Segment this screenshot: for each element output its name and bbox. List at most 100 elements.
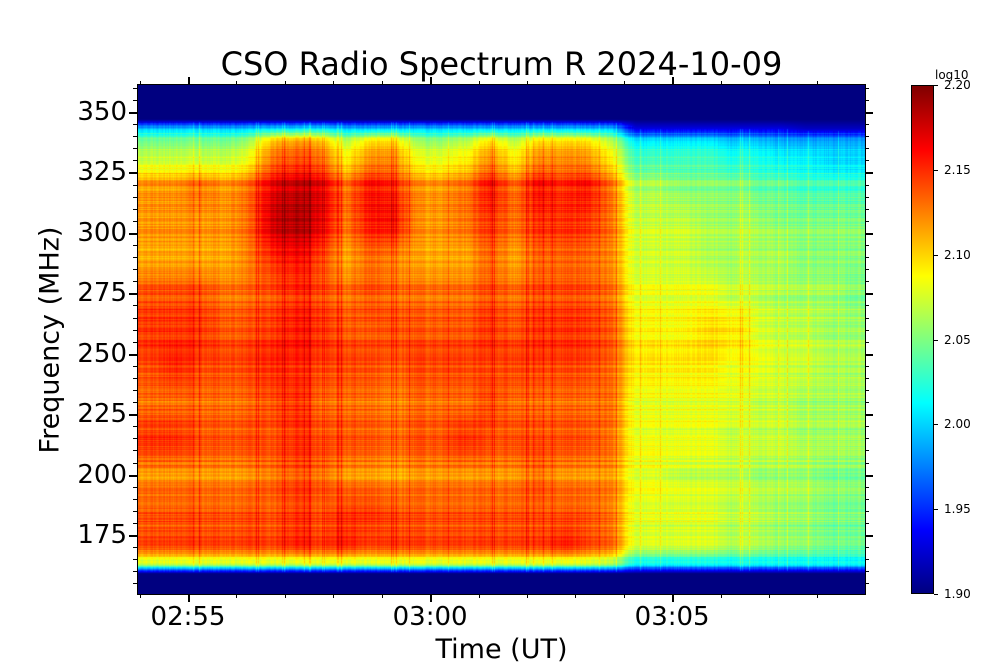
x-top-tick: [236, 81, 237, 85]
colorbar-tick-label: 2.00: [944, 417, 971, 432]
colorbar-tick-label: 1.95: [944, 502, 971, 517]
colorbar-tick-label: 2.10: [944, 247, 971, 262]
y-right-tick: [865, 571, 869, 572]
y-major-tick: [129, 414, 137, 416]
y-major-tick: [129, 535, 137, 537]
colorbar-tick: [934, 170, 938, 171]
y-right-tick: [865, 438, 869, 439]
y-right-tick: [865, 450, 869, 451]
colorbar-tick: [934, 255, 938, 256]
y-minor-tick: [133, 330, 137, 331]
colorbar-tick: [934, 424, 938, 425]
x-minor-tick: [527, 594, 528, 598]
y-minor-tick: [133, 463, 137, 464]
y-right-tick: [865, 330, 869, 331]
y-right-tick: [865, 583, 869, 584]
colorbar-tick: [934, 340, 938, 341]
y-minor-tick: [133, 559, 137, 560]
y-right-tick: [865, 160, 869, 161]
y-tick-label: 250: [77, 338, 127, 369]
y-minor-tick: [133, 378, 137, 379]
y-right-tick: [865, 100, 869, 101]
y-right-tick: [865, 414, 873, 416]
y-minor-tick: [133, 100, 137, 101]
y-minor-tick: [133, 209, 137, 210]
x-top-tick: [285, 81, 286, 85]
colorbar-tick: [934, 85, 938, 86]
x-minor-tick: [236, 594, 237, 598]
x-top-tick: [575, 81, 576, 85]
y-minor-tick: [133, 499, 137, 500]
colorbar-label: log10: [935, 68, 969, 82]
y-major-tick: [129, 112, 137, 114]
x-tick-label: 03:00: [392, 602, 468, 632]
y-right-tick: [865, 269, 869, 270]
y-right-tick: [865, 366, 869, 367]
x-minor-tick: [575, 594, 576, 598]
x-top-tick: [527, 81, 528, 85]
y-major-tick: [129, 233, 137, 235]
y-tick-label: 350: [77, 97, 127, 128]
y-minor-tick: [133, 305, 137, 306]
y-tick-label: 200: [77, 459, 127, 490]
x-minor-tick: [285, 594, 286, 598]
y-minor-tick: [133, 257, 137, 258]
x-major-tick: [430, 594, 432, 602]
y-right-tick: [865, 559, 869, 560]
y-right-tick: [865, 185, 869, 186]
colorbar-tick-label: 2.20: [944, 78, 971, 92]
y-right-tick: [865, 354, 873, 356]
y-right-tick: [865, 305, 869, 306]
x-top-tick: [479, 81, 480, 85]
y-minor-tick: [133, 438, 137, 439]
y-minor-tick: [133, 366, 137, 367]
y-minor-tick: [133, 547, 137, 548]
y-minor-tick: [133, 583, 137, 584]
x-minor-tick: [479, 594, 480, 598]
x-top-tick: [624, 81, 625, 85]
y-minor-tick: [133, 342, 137, 343]
y-right-tick: [865, 148, 869, 149]
y-right-tick: [865, 547, 869, 548]
y-right-tick: [865, 293, 873, 295]
x-major-tick: [672, 594, 674, 602]
y-minor-tick: [133, 124, 137, 125]
y-right-tick: [865, 426, 869, 427]
y-major-tick: [129, 354, 137, 356]
y-right-tick: [865, 318, 869, 319]
x-top-tick: [188, 77, 190, 85]
x-minor-tick: [817, 594, 818, 598]
x-minor-tick: [140, 594, 141, 598]
colorbar: [911, 85, 934, 594]
x-axis-label: Time (UT): [435, 634, 568, 665]
y-minor-tick: [133, 487, 137, 488]
y-minor-tick: [133, 185, 137, 186]
y-minor-tick: [133, 160, 137, 161]
x-tick-label: 03:05: [634, 602, 710, 632]
y-right-tick: [865, 475, 873, 477]
x-minor-tick: [382, 594, 383, 598]
y-minor-tick: [133, 571, 137, 572]
y-minor-tick: [133, 221, 137, 222]
y-right-tick: [865, 511, 869, 512]
y-minor-tick: [133, 523, 137, 524]
y-right-tick: [865, 112, 873, 114]
y-right-tick: [865, 487, 869, 488]
x-minor-tick: [333, 594, 334, 598]
y-right-tick: [865, 463, 869, 464]
y-tick-label: 275: [77, 278, 127, 309]
y-minor-tick: [133, 426, 137, 427]
y-minor-tick: [133, 390, 137, 391]
y-right-tick: [865, 390, 869, 391]
colorbar-tick-label: 2.15: [944, 162, 971, 177]
y-right-tick: [865, 209, 869, 210]
plot-area: [138, 85, 865, 594]
colorbar-tick-label: 2.05: [944, 332, 971, 347]
y-right-tick: [865, 342, 869, 343]
y-tick-label: 175: [77, 520, 127, 551]
y-minor-tick: [133, 245, 137, 246]
y-right-tick: [865, 402, 869, 403]
y-right-tick: [865, 535, 873, 537]
y-right-tick: [865, 172, 873, 174]
y-right-tick: [865, 221, 869, 222]
